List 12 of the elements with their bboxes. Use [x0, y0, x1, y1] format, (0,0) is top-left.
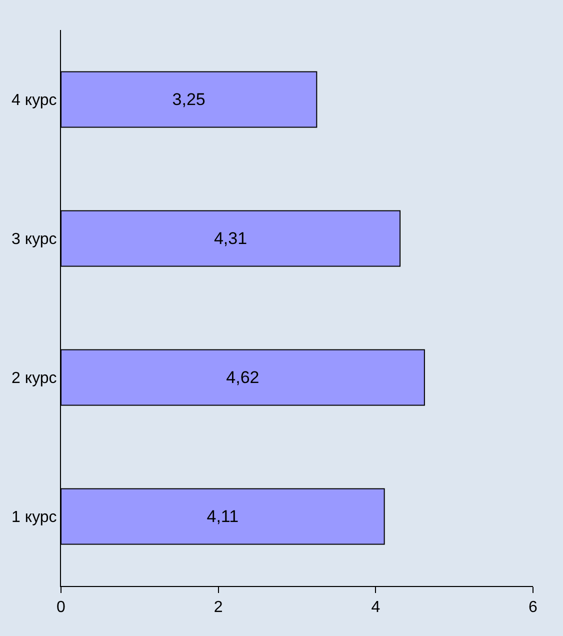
data-label: 4,11	[206, 507, 239, 526]
x-tick-label: 0	[56, 599, 66, 616]
y-tick-label: 1 курс	[12, 509, 57, 526]
x-tick-label: 6	[528, 599, 538, 616]
y-tick-label: 3 курс	[12, 231, 57, 248]
x-tick-label: 4	[371, 599, 380, 616]
data-label: 3,25	[172, 90, 206, 109]
x-tick-label: 2	[214, 599, 223, 616]
data-label: 4,31	[214, 229, 248, 248]
y-tick-label: 4 курс	[12, 92, 57, 110]
y-tick-label: 2 курс	[12, 370, 57, 388]
data-label: 4,62	[226, 368, 260, 387]
